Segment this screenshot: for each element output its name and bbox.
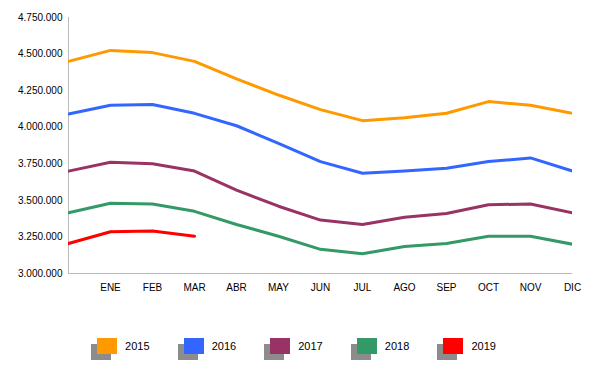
html-text:2018: 2018 bbox=[384, 340, 410, 352]
svg-text:OCT: OCT bbox=[478, 282, 499, 293]
svg-text:MAY: MAY bbox=[268, 282, 289, 293]
svg-text:3.750.000: 3.750.000 bbox=[18, 158, 63, 169]
svg-text:4.250.000: 4.250.000 bbox=[18, 85, 63, 96]
svg-text:MAR: MAR bbox=[183, 282, 205, 293]
html-text:2015: 2015 bbox=[125, 340, 150, 352]
svg-text:JUN: JUN bbox=[311, 282, 330, 293]
svg-text:FEB: FEB bbox=[143, 282, 163, 293]
html-text:2019: 2019 bbox=[471, 340, 496, 352]
svg-text:4.000.000: 4.000.000 bbox=[18, 121, 63, 132]
svg-text:3.250.000: 3.250.000 bbox=[18, 231, 63, 242]
svg-text:JUL: JUL bbox=[354, 282, 372, 293]
svg-text:ABR: ABR bbox=[226, 282, 247, 293]
svg-text:3.500.000: 3.500.000 bbox=[18, 195, 63, 206]
svg-text:ENE: ENE bbox=[100, 282, 121, 293]
svg-text:DIC: DIC bbox=[564, 282, 581, 293]
svg-text:4.500.000: 4.500.000 bbox=[18, 48, 63, 59]
svg-text:3.000.000: 3.000.000 bbox=[18, 268, 63, 279]
svg-text:SEP: SEP bbox=[436, 282, 456, 293]
svg-text:AGO: AGO bbox=[393, 282, 415, 293]
svg-text:NOV: NOV bbox=[520, 282, 542, 293]
svg-text:4.750.000: 4.750.000 bbox=[18, 12, 63, 23]
html-text:2016: 2016 bbox=[211, 340, 237, 352]
html-text:2017: 2017 bbox=[298, 340, 323, 352]
